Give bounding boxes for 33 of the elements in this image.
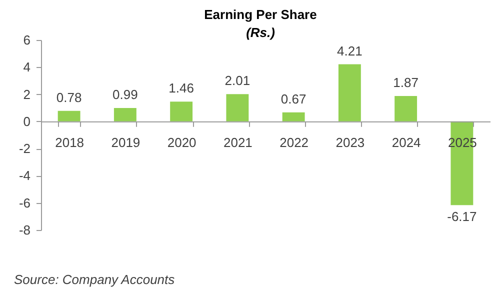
data-label: 1.46 bbox=[168, 80, 194, 96]
y-tick-label: 4 bbox=[23, 60, 30, 75]
data-label: 2.01 bbox=[224, 73, 250, 88]
chart-subtitle: (Rs.) bbox=[246, 25, 275, 40]
data-label: -6.17 bbox=[447, 209, 477, 224]
data-label: 1.87 bbox=[393, 75, 418, 90]
bar bbox=[170, 102, 193, 122]
y-tick-label: -4 bbox=[18, 168, 30, 184]
x-tick-label: 2023 bbox=[336, 134, 365, 150]
x-tick-label: 2019 bbox=[111, 134, 140, 150]
data-label: 4.21 bbox=[337, 43, 362, 58]
x-tick-label: 2021 bbox=[223, 134, 252, 150]
chart-title: Earning Per Share bbox=[204, 7, 317, 22]
bar bbox=[226, 94, 249, 122]
x-tick-label: 2022 bbox=[280, 134, 309, 150]
data-label: 0.99 bbox=[112, 86, 138, 102]
bar bbox=[338, 64, 361, 122]
y-tick-label: 0 bbox=[23, 114, 30, 129]
y-tick-label: -2 bbox=[18, 141, 30, 156]
y-tick-label: 2 bbox=[23, 86, 30, 102]
data-label: 0.78 bbox=[56, 90, 82, 105]
source-note: Source: Company Accounts bbox=[14, 272, 176, 287]
y-tick-label: 6 bbox=[23, 32, 30, 48]
bar bbox=[394, 96, 418, 122]
bar bbox=[58, 110, 80, 122]
x-tick-label: 2020 bbox=[167, 134, 196, 150]
bar bbox=[114, 108, 136, 122]
bar bbox=[282, 112, 305, 122]
x-tick-label: 2018 bbox=[55, 134, 84, 150]
y-tick-label: -8 bbox=[18, 222, 30, 238]
data-label: 0.67 bbox=[280, 91, 306, 106]
y-tick-label: -6 bbox=[18, 195, 30, 210]
x-tick-label: 2024 bbox=[392, 134, 421, 150]
